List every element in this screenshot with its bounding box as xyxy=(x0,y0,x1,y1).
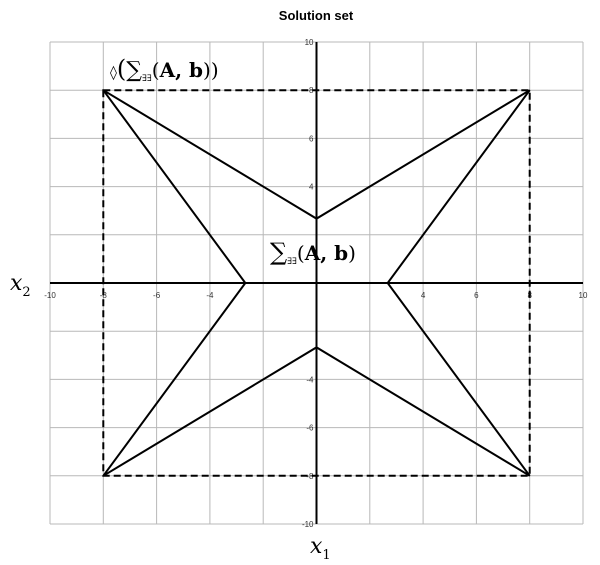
y-axis-label: x2 xyxy=(10,271,31,300)
x-tick-label: -10 xyxy=(44,291,56,300)
y-tick-label: -6 xyxy=(306,424,314,433)
y-tick-label: 10 xyxy=(305,38,314,47)
outer-set-label: ◊(∑∃∃(A, b)) xyxy=(110,55,219,84)
chart-title: Solution set xyxy=(279,8,354,23)
x-tick-label: 4 xyxy=(421,291,426,300)
y-tick-label: 8 xyxy=(309,86,314,95)
x-axis-label: x1 xyxy=(310,534,331,563)
x-tick-label: 6 xyxy=(474,291,479,300)
y-tick-label: -8 xyxy=(306,472,314,481)
x-tick-label: -6 xyxy=(153,291,161,300)
y-tick-label: 4 xyxy=(309,183,314,192)
outer-box-dashed xyxy=(102,89,531,477)
y-tick-label: -4 xyxy=(306,375,314,384)
y-tick-label: 6 xyxy=(309,134,314,143)
x-tick-label: 10 xyxy=(579,291,588,300)
star-solution-set xyxy=(102,89,531,477)
y-tick-label: -10 xyxy=(302,520,314,529)
x-tick-label: -8 xyxy=(100,291,108,300)
inner-set-label: ∑∃∃(A, b) xyxy=(270,238,356,267)
x-tick-label: -4 xyxy=(206,291,214,300)
